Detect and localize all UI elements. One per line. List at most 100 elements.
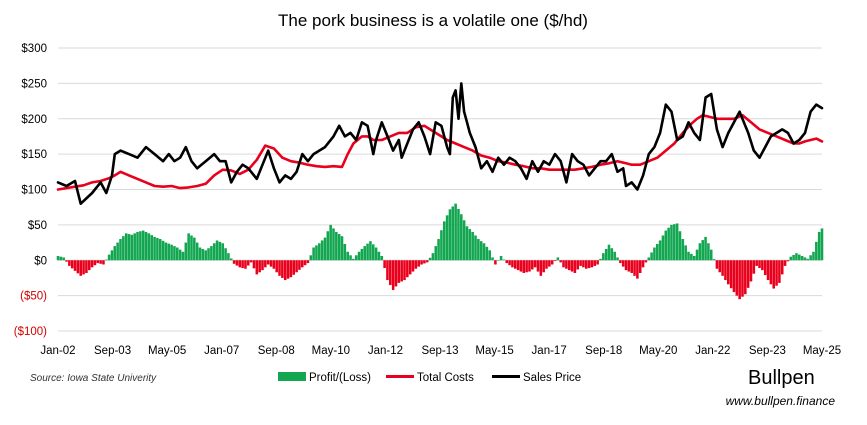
profit-bar <box>630 260 633 273</box>
profit-bar <box>786 260 790 262</box>
profit-bar <box>73 260 77 271</box>
legend-label-total-costs: Total Costs <box>417 372 474 384</box>
profit-bar <box>681 239 685 261</box>
profit-bar <box>264 260 267 268</box>
profit-bar <box>562 260 565 268</box>
profit-bar <box>85 260 88 273</box>
profit-bar <box>335 231 338 261</box>
profit-bar <box>136 231 139 261</box>
profit-bar <box>110 250 114 261</box>
profit-bar <box>488 250 491 261</box>
profit-bar <box>244 260 247 269</box>
profit-bar <box>215 240 219 261</box>
profit-bar <box>812 251 815 261</box>
profit-bar <box>519 260 523 272</box>
profit-bar <box>306 260 310 264</box>
profit-bar <box>269 260 273 267</box>
profit-bar <box>692 256 696 261</box>
x-tick-label: May-10 <box>312 345 350 357</box>
profit-bar <box>516 260 520 271</box>
profit-bar <box>590 260 594 268</box>
profit-bar <box>218 241 222 261</box>
x-tick-label: Jan-12 <box>368 345 403 357</box>
profit-bar <box>448 209 452 261</box>
profit-bar <box>621 260 625 267</box>
y-tick-label: $0 <box>34 255 47 267</box>
legend-swatch-profit <box>278 372 306 381</box>
y-tick-label: ($100) <box>14 326 47 338</box>
y-tick-label: $250 <box>21 78 47 90</box>
profit-bar <box>195 242 199 261</box>
legend-label-sales-price: Sales Price <box>523 372 581 384</box>
profit-bar <box>806 258 810 261</box>
profit-bar <box>164 242 168 261</box>
profit-bar <box>704 236 707 261</box>
profit-bar <box>161 240 165 261</box>
profit-bar <box>633 260 636 276</box>
x-tick-label: Sep-23 <box>749 345 786 357</box>
profit-bar <box>224 248 227 261</box>
profit-bar <box>732 260 736 293</box>
profit-bar <box>371 244 375 261</box>
profit-bar <box>670 224 673 261</box>
profit-bar <box>261 260 264 271</box>
y-tick-label: $300 <box>21 43 47 55</box>
profit-bar <box>721 260 724 276</box>
profit-bar <box>599 258 602 261</box>
profit-bar <box>122 236 125 261</box>
profit-bar <box>354 255 358 261</box>
profit-bar <box>300 260 304 268</box>
profit-bar <box>616 257 619 261</box>
source-note: Source: Iowa State Univerity <box>30 373 157 384</box>
profit-bar <box>437 239 440 261</box>
profit-bar <box>553 260 557 261</box>
profit-bar <box>496 260 500 261</box>
profit-bar <box>289 260 293 278</box>
profit-bar <box>158 239 162 261</box>
profit-bar <box>272 260 276 269</box>
profit-bar <box>102 260 105 265</box>
profit-bar <box>607 244 611 261</box>
profit-bar <box>474 235 477 261</box>
profit-bar <box>550 260 554 265</box>
profit-bar <box>298 260 301 270</box>
profit-bar <box>809 255 812 261</box>
profit-bar <box>602 253 605 261</box>
profit-bar <box>303 260 307 266</box>
profit-bar <box>278 260 281 276</box>
profit-bar <box>485 246 489 261</box>
x-tick-label: May-25 <box>803 345 841 357</box>
profit-bar <box>758 260 761 269</box>
x-tick-label: May-05 <box>148 345 186 357</box>
profit-bar <box>576 260 580 270</box>
profit-bar <box>695 249 699 261</box>
profit-bar <box>400 260 403 282</box>
chart-title: The pork business is a volatile one ($/h… <box>278 11 588 30</box>
profit-bar <box>650 252 653 261</box>
profit-bar <box>156 237 159 261</box>
profit-bar <box>252 260 256 269</box>
profit-bar <box>502 259 506 261</box>
profit-bar <box>664 230 668 261</box>
profit-bar <box>511 260 514 268</box>
profit-bar <box>749 260 753 282</box>
profit-bar <box>386 260 389 281</box>
profit-bar <box>184 242 188 261</box>
profit-bar <box>70 260 74 269</box>
x-tick-label: May-15 <box>475 345 513 357</box>
profit-bar <box>127 234 131 261</box>
profit-bar <box>738 260 741 300</box>
profit-bar <box>457 208 460 261</box>
profit-bar <box>545 260 548 269</box>
profit-bar <box>93 260 97 266</box>
profit-bar <box>139 231 142 261</box>
profit-bar <box>792 254 795 261</box>
profit-bar <box>468 229 472 261</box>
profit-bar <box>221 243 225 261</box>
x-tick-label: Jan-02 <box>40 345 75 357</box>
profit-bar <box>559 260 562 263</box>
x-tick-label: May-20 <box>639 345 677 357</box>
profit-bar <box>374 247 378 261</box>
profit-bar <box>249 260 253 263</box>
y-tick-label: $50 <box>28 220 47 232</box>
